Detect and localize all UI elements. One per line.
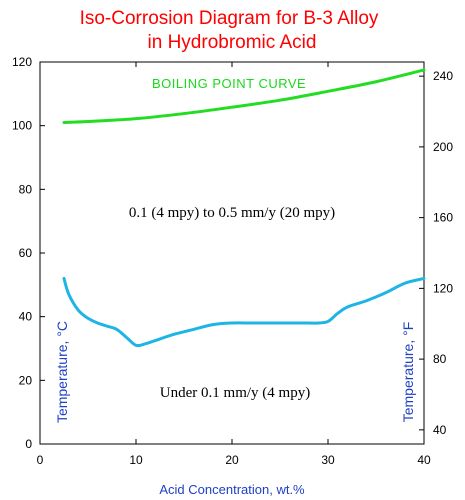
x-tick-label: 20	[225, 453, 239, 467]
y-right-tick-label: 40	[433, 423, 447, 437]
y-left-tick-label: 60	[19, 246, 33, 260]
upper-region-annotation: 0.1 (4 mpy) to 0.5 mm/y (20 mpy)	[129, 205, 335, 221]
boiling-point-curve	[62, 68, 426, 124]
y-right-tick-label: 200	[433, 140, 453, 154]
y-left-tick-label: 80	[19, 182, 33, 196]
y-right-tick-label: 80	[433, 352, 447, 366]
y-right-tick-label: 240	[433, 69, 453, 83]
x-axis-label: Acid Concentration, wt.%	[159, 482, 305, 497]
right-axis-ticks: 40 80 120 160 200 240	[419, 69, 453, 437]
y-left-tick-label: 0	[25, 437, 32, 451]
x-tick-label: 30	[321, 453, 335, 467]
y-left-tick-label: 20	[19, 373, 33, 387]
y-left-tick-label: 100	[12, 119, 32, 133]
chart-title-line2: in Hydrobromic Acid	[148, 32, 317, 53]
x-tick-label: 10	[129, 453, 143, 467]
series-layer	[62, 68, 426, 348]
y-right-tick-label: 160	[433, 211, 453, 225]
x-tick-label: 0	[37, 453, 44, 467]
iso-corrosion-curve	[62, 276, 426, 348]
y-left-tick-label: 40	[19, 310, 33, 324]
y-left-tick-label: 120	[12, 55, 32, 69]
left-axis-ticks: 0 20 40 60 80 100 120	[12, 55, 45, 451]
x-tick-label: 40	[417, 453, 431, 467]
lower-region-annotation: Under 0.1 mm/y (4 mpy)	[160, 385, 310, 401]
y-axis-label-right: Temperature, °F	[400, 322, 416, 423]
chart-title-line1: Iso-Corrosion Diagram for B-3 Alloy	[80, 8, 379, 29]
y-axis-label-left: Temperature, °C	[54, 321, 70, 423]
y-right-tick-label: 120	[433, 281, 453, 295]
bottom-axis-ticks: 0 10 20 30 40	[37, 62, 431, 467]
boiling-point-label: BOILING POINT CURVE	[152, 76, 306, 91]
